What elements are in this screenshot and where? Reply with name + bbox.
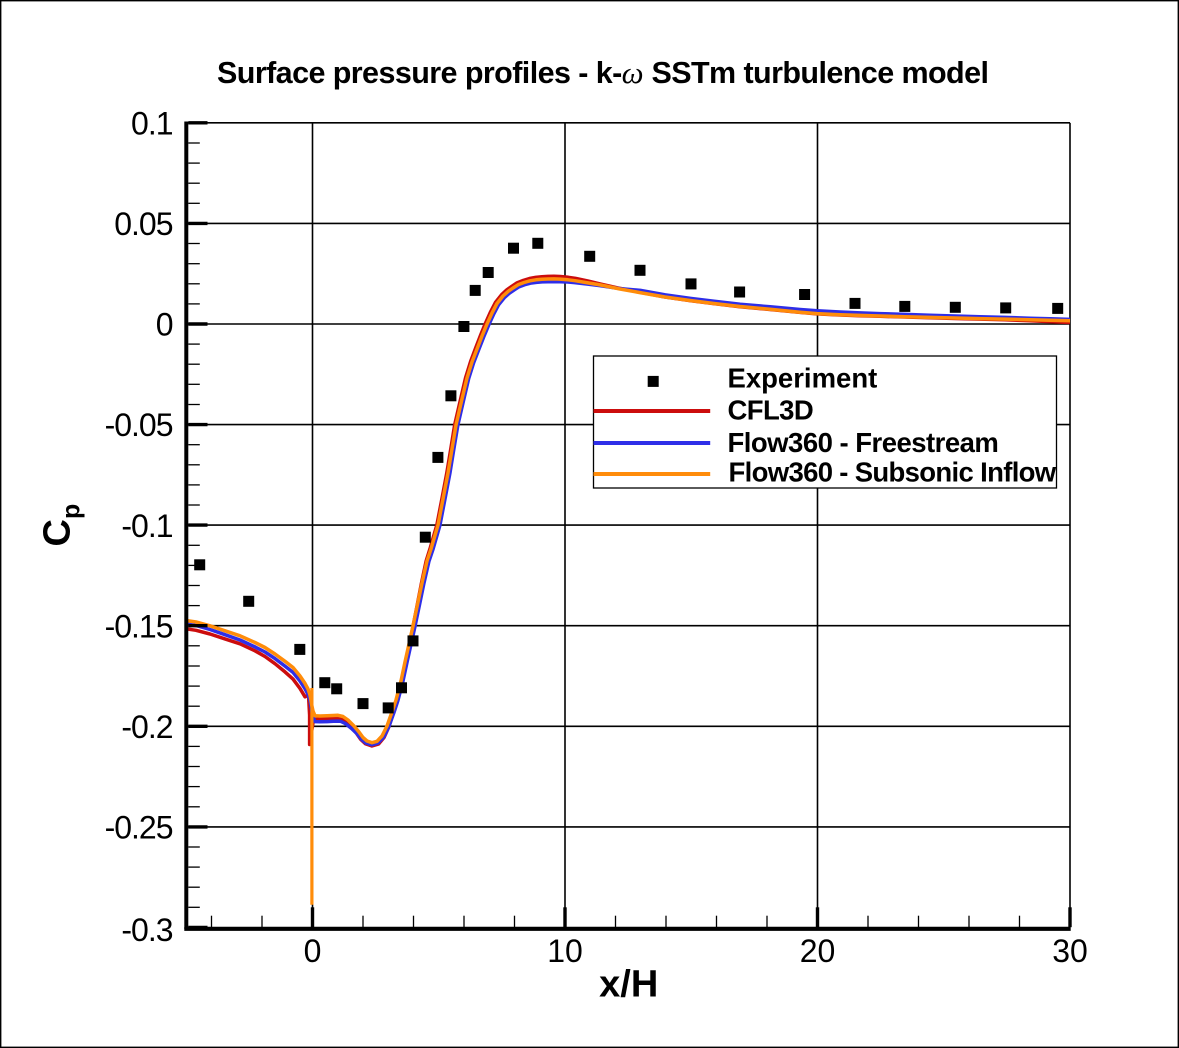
svg-text:Surface pressure profiles - k-: Surface pressure profiles - k-ω SSTm tur…	[217, 55, 988, 90]
svg-text:CFL3D: CFL3D	[728, 394, 814, 425]
svg-text:0: 0	[156, 307, 173, 343]
svg-text:Flow360 - Freestream: Flow360 - Freestream	[728, 427, 999, 458]
svg-text:0: 0	[304, 933, 322, 969]
svg-text:20: 20	[800, 933, 836, 969]
svg-text:0.1: 0.1	[131, 105, 173, 141]
svg-text:Flow360 - Subsonic Inflow: Flow360 - Subsonic Inflow	[729, 457, 1057, 488]
svg-text:-0.15: -0.15	[105, 608, 173, 644]
svg-text:-0.05: -0.05	[105, 407, 173, 443]
svg-text:x/H: x/H	[599, 964, 658, 1006]
svg-text:-0.2: -0.2	[121, 709, 172, 745]
svg-text:-0.25: -0.25	[105, 810, 173, 846]
svg-text:-0.3: -0.3	[121, 912, 172, 948]
svg-text:30: 30	[1052, 933, 1088, 969]
svg-text:Experiment: Experiment	[728, 363, 878, 394]
svg-text:10: 10	[547, 933, 583, 969]
svg-text:-0.1: -0.1	[121, 508, 172, 544]
svg-text:0.05: 0.05	[114, 206, 172, 242]
